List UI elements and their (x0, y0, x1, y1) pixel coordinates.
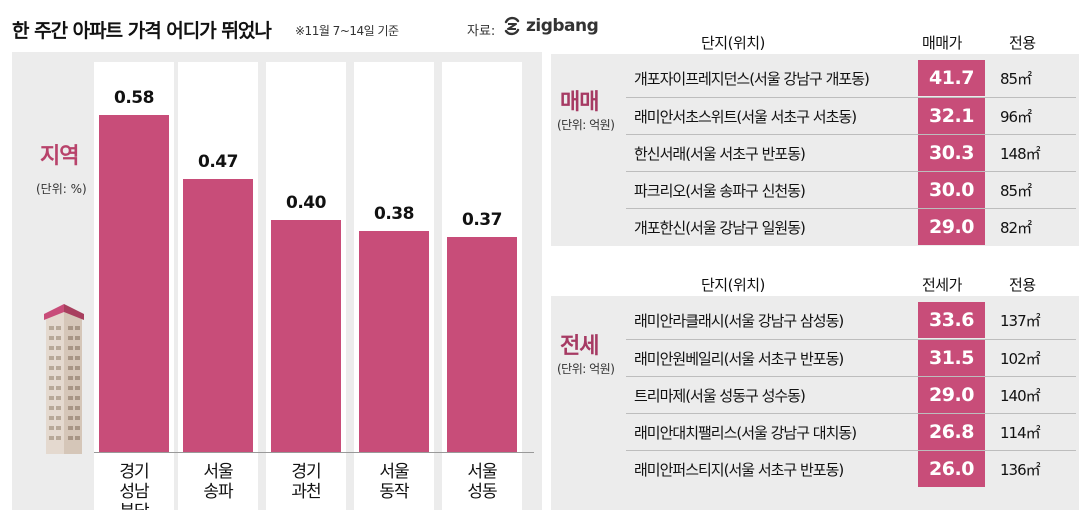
chart-title: 지역 (40, 144, 79, 169)
zigbang-logo-icon (504, 16, 520, 36)
price-cell: 26.8 (918, 414, 985, 450)
bar-value-label: 0.37 (462, 210, 502, 230)
table-row: 래미안라클래시(서울 강남구 삼성동) 33.6 137㎡ (626, 302, 1076, 339)
price-cell: 41.7 (918, 60, 985, 96)
price-cell: 26.0 (918, 451, 985, 487)
table-row: 파크리오(서울 송파구 신천동) 30.0 85㎡ (626, 171, 1076, 208)
bar-category-label: 경기 과천 (266, 462, 346, 502)
table-row: 래미안대치팰리스(서울 강남구 대치동) 26.8 114㎡ (626, 413, 1076, 450)
bar-value-label: 0.40 (286, 193, 326, 213)
price-cell: 29.0 (918, 377, 985, 413)
category-line: 동작 (379, 482, 409, 502)
complex-name: 래미안퍼스티지(서울 서초구 반포동) (634, 461, 844, 479)
area-cell: 148㎡ (1000, 145, 1041, 163)
bar (359, 231, 429, 452)
price-cell: 32.1 (918, 98, 985, 134)
rent-col-area: 전용 (1009, 276, 1036, 294)
category-line: 성남 (119, 482, 149, 502)
bar (447, 237, 517, 452)
area-cell: 85㎡ (1000, 70, 1032, 88)
rent-section-label: 전세 (560, 334, 599, 359)
chart-baseline (94, 452, 534, 453)
rent-table: 단지(위치) 전세가 전용 전세 (단위: 억원) 래미안라클래시(서울 강남구… (551, 276, 1079, 510)
bar-value-label: 0.58 (114, 88, 154, 108)
complex-name: 개포한신(서울 강남구 일원동) (634, 219, 806, 237)
complex-name: 트리마제(서울 성동구 성수동) (634, 387, 806, 405)
bar-category-label: 서울 성동 (442, 462, 522, 502)
zigbang-logo-text: zigbang (526, 16, 599, 36)
area-cell: 102㎡ (1000, 350, 1041, 368)
rent-col-price: 전세가 (922, 276, 962, 294)
area-cell: 140㎡ (1000, 387, 1041, 405)
table-row: 래미안원베일리(서울 서초구 반포동) 31.5 102㎡ (626, 339, 1076, 376)
area-cell: 114㎡ (1000, 424, 1041, 442)
category-line: 서울 (467, 462, 497, 482)
bar (99, 115, 169, 452)
table-row: 트리마제(서울 성동구 성수동) 29.0 140㎡ (626, 376, 1076, 413)
price-cell: 33.6 (918, 302, 985, 338)
area-cell: 85㎡ (1000, 182, 1032, 200)
area-cell: 137㎡ (1000, 312, 1041, 330)
bar-value-label: 0.38 (374, 204, 414, 224)
table-row: 한신서래(서울 서초구 반포동) 30.3 148㎡ (626, 134, 1076, 171)
category-line: 서울 (203, 462, 233, 482)
table-row: 개포한신(서울 강남구 일원동) 29.0 82㎡ (626, 208, 1076, 245)
sale-col-price: 매매가 (922, 34, 962, 52)
source-label: 자료: (467, 24, 496, 39)
date-note: ※11월 7~14일 기준 (295, 24, 399, 38)
bar-category-label: 서울 송파 (178, 462, 258, 502)
category-line: 경기 (291, 462, 321, 482)
category-line: 송파 (203, 482, 233, 502)
table-row: 래미안퍼스티지(서울 서초구 반포동) 26.0 136㎡ (626, 450, 1076, 487)
header: 한 주간 아파트 가격 어디가 뛰었나 ※11월 7~14일 기준 자료: zi… (12, 8, 602, 48)
complex-name: 한신서래(서울 서초구 반포동) (634, 145, 806, 163)
category-line: 분당 (94, 502, 174, 510)
price-cell: 29.0 (918, 209, 985, 245)
rent-section-unit: (단위: 억원) (557, 362, 615, 376)
complex-name: 래미안대치팰리스(서울 강남구 대치동) (634, 424, 857, 442)
complex-name: 파크리오(서울 송파구 신천동) (634, 182, 806, 200)
sale-section-label: 매매 (560, 90, 599, 115)
area-cell: 136㎡ (1000, 461, 1041, 479)
area-cell: 82㎡ (1000, 219, 1032, 237)
table-row: 래미안서초스위트(서울 서초구 서초동) 32.1 96㎡ (626, 97, 1076, 134)
page-title: 한 주간 아파트 가격 어디가 뛰었나 (12, 20, 272, 42)
bar-value-label: 0.47 (198, 152, 238, 172)
table-row: 개포자이프레지던스(서울 강남구 개포동) 41.7 85㎡ (626, 60, 1076, 97)
sale-section-unit: (단위: 억원) (557, 118, 615, 132)
bar (183, 179, 253, 452)
price-cell: 31.5 (918, 340, 985, 376)
apartment-building-icon (44, 304, 84, 454)
zigbang-logo: zigbang (502, 16, 599, 36)
price-cell: 30.0 (918, 172, 985, 208)
bar-category-label: 서울 동작 (354, 462, 434, 502)
area-cell: 96㎡ (1000, 108, 1032, 126)
category-line: 경기 (119, 462, 149, 482)
sale-col-area: 전용 (1009, 34, 1036, 52)
sale-col-complex: 단지(위치) (701, 34, 765, 52)
category-line: 과천 (291, 482, 321, 502)
bar-category-label: 경기성남분당 (94, 462, 174, 510)
rent-col-complex: 단지(위치) (701, 276, 765, 294)
complex-name: 래미안라클래시(서울 강남구 삼성동) (634, 312, 844, 330)
category-line: 성동 (467, 482, 497, 502)
complex-name: 개포자이프레지던스(서울 강남구 개포동) (634, 70, 870, 88)
chart-unit: (단위: %) (36, 182, 87, 196)
sale-table: 단지(위치) 매매가 전용 매매 (단위: 억원) 개포자이프레지던스(서울 강… (551, 34, 1079, 246)
bar-chart-panel: 지역 (단위: %) (12, 52, 542, 510)
bar (271, 220, 341, 452)
price-cell: 30.3 (918, 135, 985, 171)
category-line: 서울 (379, 462, 409, 482)
complex-name: 래미안원베일리(서울 서초구 반포동) (634, 350, 844, 368)
complex-name: 래미안서초스위트(서울 서초구 서초동) (634, 108, 857, 126)
